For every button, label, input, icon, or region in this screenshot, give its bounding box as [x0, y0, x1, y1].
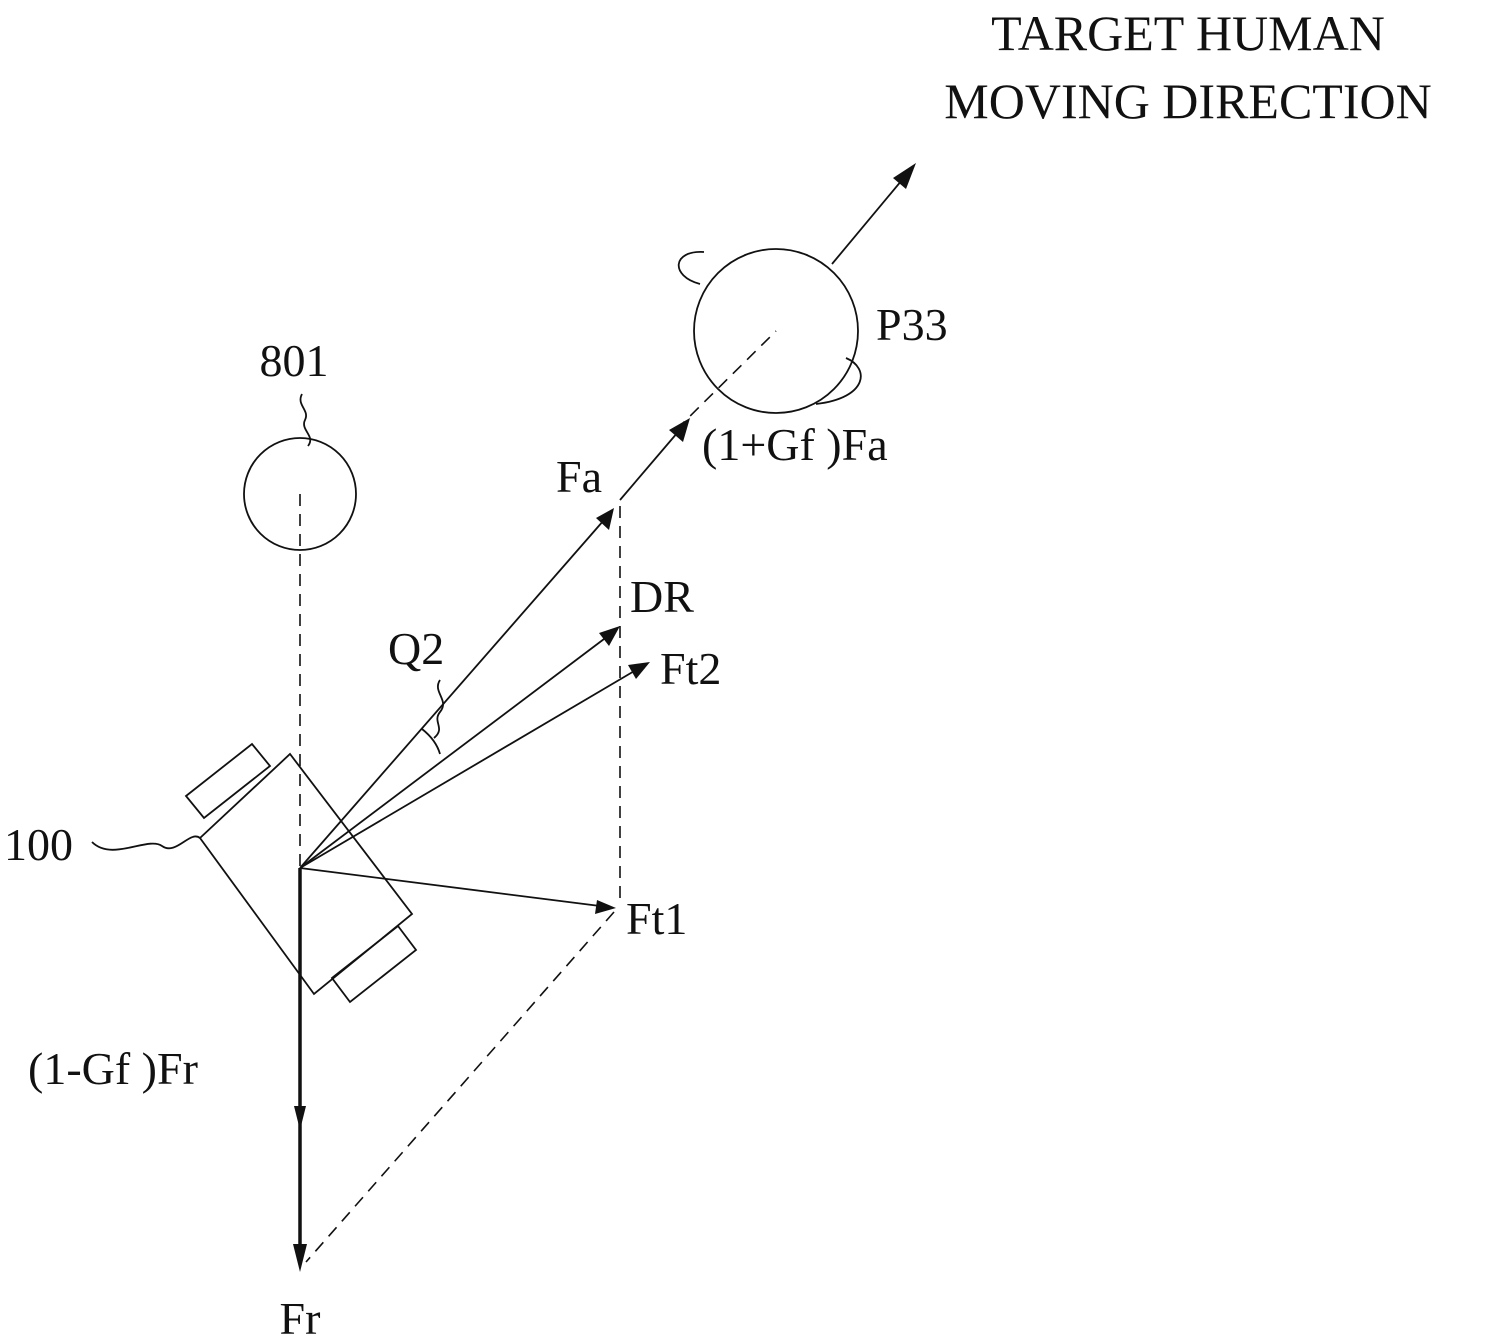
- robot-label: 100: [4, 819, 73, 870]
- ft1-label: Ft1: [626, 893, 687, 944]
- fa-label: Fa: [556, 451, 602, 502]
- dr-arrow: [299, 626, 620, 869]
- obstacle-circle: [243, 437, 357, 551]
- angle-leader: [433, 679, 444, 739]
- ft1-arrow: [299, 867, 616, 914]
- fa-extension-dashed: [675, 330, 777, 431]
- angle-arc: [421, 728, 441, 755]
- moving-direction-arrow: [831, 163, 916, 265]
- title-line-2: MOVING DIRECTION: [944, 73, 1431, 129]
- obstacle-leader: [299, 393, 312, 447]
- scaled-fr-label: (1-Gf )Fr: [28, 1043, 198, 1094]
- title-line-1: TARGET HUMAN: [991, 5, 1385, 61]
- obstacle-label: 801: [260, 335, 329, 386]
- fa-arrow: [299, 508, 614, 869]
- target-human-label: P33: [876, 299, 948, 350]
- scaled-fa-label: (1+Gf )Fa: [702, 419, 888, 470]
- ft2-label: Ft2: [660, 643, 721, 694]
- ft1-to-fr-dashed: [305, 911, 615, 1263]
- fr-arrow: [293, 868, 307, 1272]
- target-human-icon: [677, 248, 862, 414]
- fr-label: Fr: [280, 1293, 321, 1344]
- angle-label: Q2: [388, 623, 444, 674]
- scaled-fa-arrow: [619, 418, 690, 501]
- robot-leader: [91, 835, 201, 851]
- dr-label: DR: [630, 571, 694, 622]
- robot-body: [184, 742, 418, 1004]
- ft2-arrow: [299, 662, 650, 869]
